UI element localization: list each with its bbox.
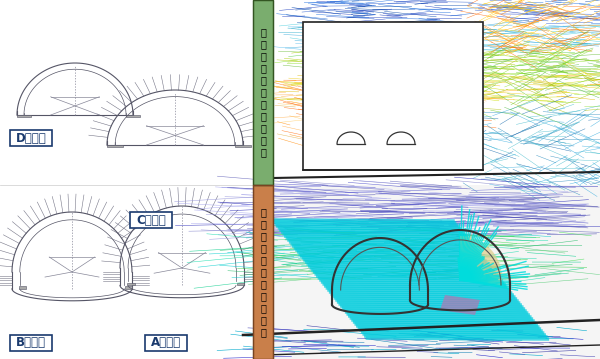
Bar: [236, 283, 244, 285]
Text: D型断面: D型断面: [16, 131, 46, 145]
Bar: [235, 145, 251, 147]
Bar: [253, 185, 273, 359]
Bar: [253, 185, 273, 359]
Bar: [273, 185, 600, 359]
Polygon shape: [440, 295, 480, 315]
Bar: [126, 115, 140, 117]
Text: 不
良
地
质
情
况
下
隧
道
断
面: 不 良 地 质 情 况 下 隧 道 断 面: [260, 207, 266, 337]
Bar: [253, 0, 273, 185]
Text: 良
好
地
质
情
况
下
隧
道
断
面: 良 好 地 质 情 况 下 隧 道 断 面: [260, 27, 266, 157]
Bar: [125, 286, 132, 289]
Text: C型断面: C型断面: [136, 214, 166, 227]
Bar: [127, 283, 135, 285]
Text: A型断面: A型断面: [151, 336, 181, 350]
Bar: [273, 0, 600, 185]
Bar: [17, 115, 31, 117]
Bar: [107, 145, 124, 147]
Bar: [19, 286, 26, 289]
Wedge shape: [460, 236, 502, 285]
Bar: [303, 22, 483, 170]
Bar: [10, 335, 52, 351]
Bar: [145, 335, 187, 351]
Bar: [253, 0, 273, 185]
Text: B型断面: B型断面: [16, 336, 46, 350]
Bar: [130, 212, 172, 228]
Bar: [10, 130, 52, 146]
